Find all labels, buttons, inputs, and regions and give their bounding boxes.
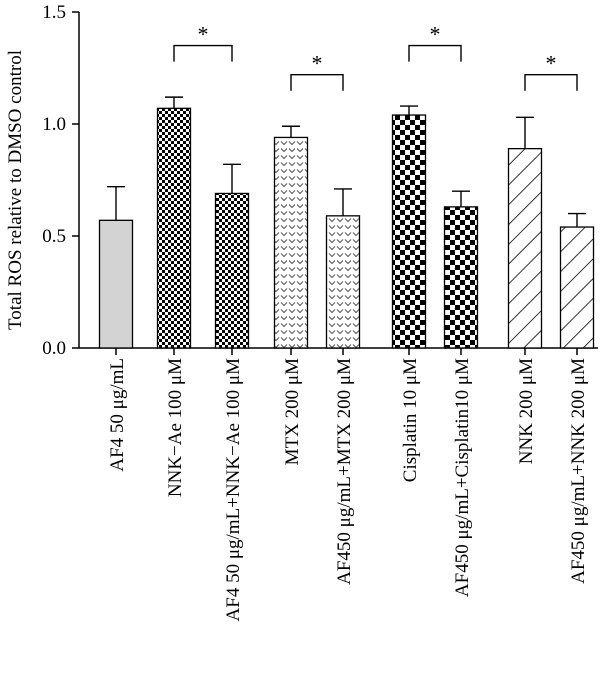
significance-bracket: [524, 74, 578, 91]
y-axis-title: Total ROS relative to DMSO control: [5, 50, 26, 330]
bar: [559, 226, 595, 349]
y-tick-label: 0.0: [42, 338, 66, 359]
x-category-label: AF4 50 μg/mL+NNK−Ae 100 μM: [223, 358, 244, 622]
x-category-label: NNK 200 μM: [516, 358, 537, 464]
x-category-label: AF450 μg/mL+NNK 200 μM: [568, 358, 589, 584]
y-tick-label: 0.5: [42, 226, 66, 247]
bar: [391, 114, 427, 349]
y-tick-label: 1.5: [42, 2, 66, 23]
bar: [214, 192, 250, 349]
x-category-label: NNK−Ae 100 μM: [165, 358, 186, 497]
bar: [156, 107, 192, 349]
bar: [507, 147, 543, 349]
significance-star: *: [546, 51, 557, 76]
y-ticks: 0.0 0.5 1.0 1.5: [42, 2, 79, 359]
significance-star: *: [312, 51, 323, 76]
x-category-label: AF450 μg/mL+Cisplatin10 μM: [452, 358, 473, 597]
significance-bracket: [290, 74, 344, 91]
x-category-label: MTX 200 μM: [282, 358, 303, 465]
bar: [98, 219, 134, 349]
y-tick-label: 1.0: [42, 114, 66, 135]
x-category-label: AF450 μg/mL+MTX 200 μM: [334, 358, 355, 585]
x-category-labels: AF4 50 μg/mL NNK−Ae 100 μM AF4 50 μg/mL+NN…: [107, 358, 589, 622]
significance-bracket: [173, 44, 233, 62]
x-category-label: AF4 50 μg/mL: [107, 358, 128, 472]
bar: [443, 206, 479, 349]
significance-bracket: [408, 44, 462, 62]
significance-star: *: [198, 22, 209, 47]
bars: [98, 107, 595, 355]
x-category-label: Cisplatin 10 μM: [400, 358, 421, 482]
significance-brackets: * * * *: [173, 22, 578, 91]
error-bars: [107, 96, 586, 228]
bar: [273, 136, 309, 349]
bar: [325, 215, 361, 349]
significance-star: *: [430, 22, 441, 47]
